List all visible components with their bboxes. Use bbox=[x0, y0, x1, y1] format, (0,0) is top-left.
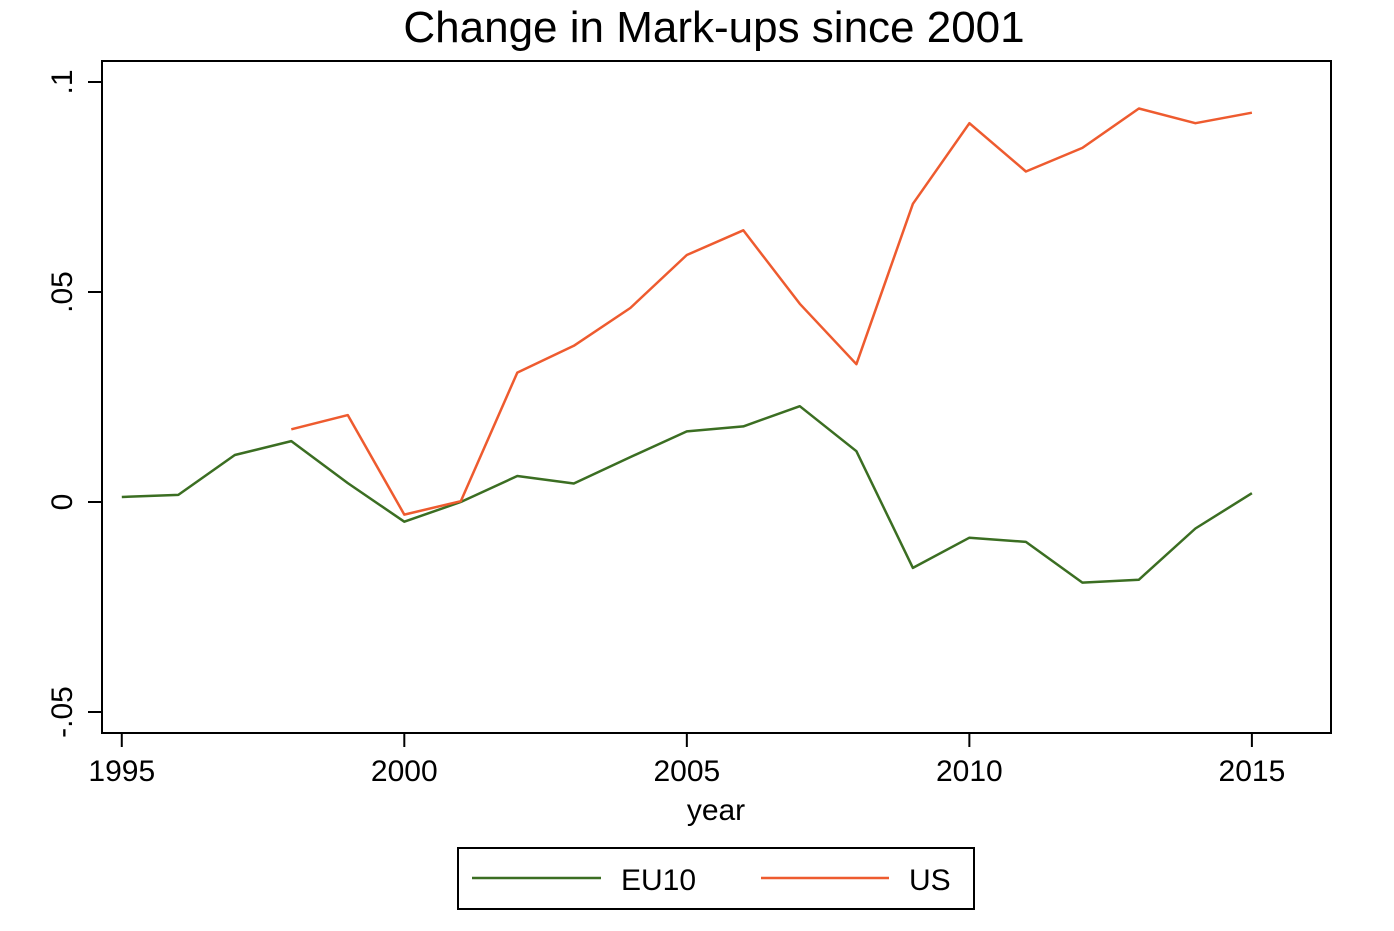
series-layer bbox=[121, 107, 1253, 584]
x-axis: 1995 2000 2005 2010 2015 bbox=[88, 733, 1285, 788]
x-tick-label: 2015 bbox=[1219, 755, 1286, 788]
legend-label-eu10: EU10 bbox=[621, 864, 696, 897]
legend: EU10 US bbox=[457, 847, 975, 910]
x-tick-label: 2005 bbox=[653, 755, 720, 788]
x-tick-label: 2010 bbox=[936, 755, 1003, 788]
plot-frame bbox=[101, 60, 1332, 734]
y-tick-label: .1 bbox=[46, 69, 79, 94]
x-tick-label: 2000 bbox=[371, 755, 438, 788]
x-tick-label: 1995 bbox=[88, 755, 155, 788]
y-tick-label: -.05 bbox=[46, 686, 79, 738]
y-tick-label: 0 bbox=[46, 494, 79, 511]
series-line-eu10 bbox=[121, 404, 1253, 584]
y-tick-label: .05 bbox=[46, 271, 79, 313]
legend-label-us: US bbox=[909, 864, 951, 897]
chart-title: Change in Mark-ups since 2001 bbox=[403, 3, 1024, 52]
y-axis: -.05 0 .05 .1 bbox=[46, 69, 102, 738]
x-axis-label: year bbox=[687, 794, 745, 827]
series-line-us bbox=[290, 107, 1253, 516]
